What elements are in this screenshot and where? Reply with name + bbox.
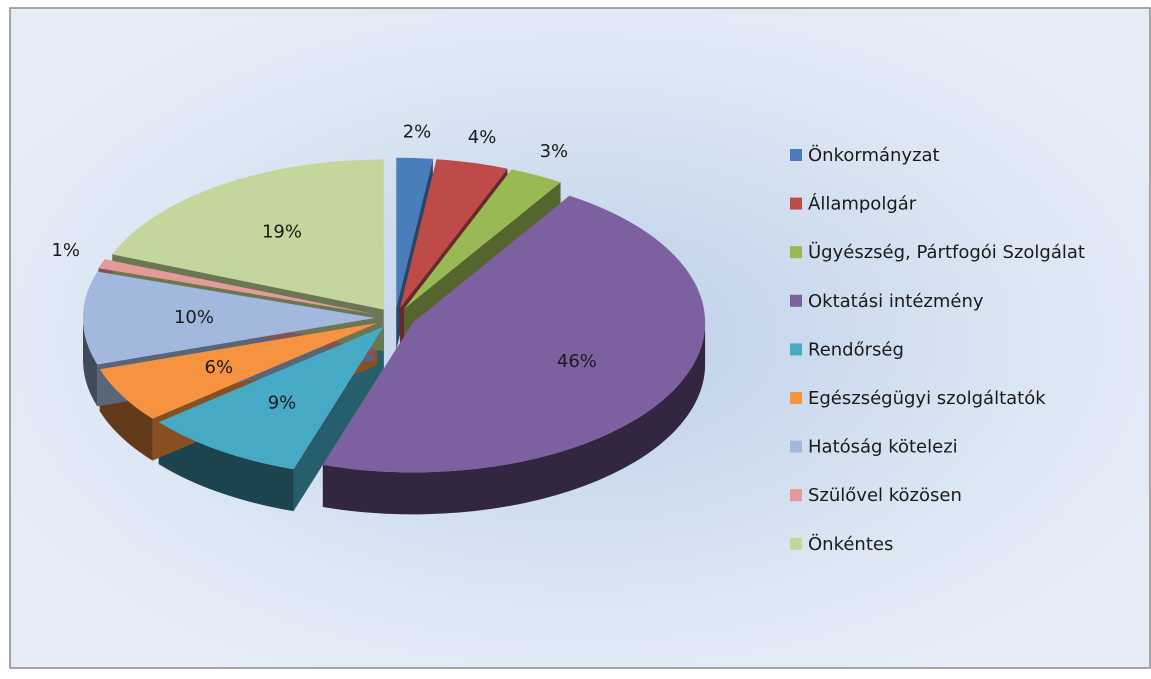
slice: [112, 159, 384, 310]
slice: [396, 157, 433, 308]
legend-label: Rendőrség: [808, 339, 904, 360]
slice-side: [158, 422, 294, 512]
legend-swatch: [790, 440, 802, 453]
legend-swatch: [790, 294, 802, 307]
legend-label: Szülővel közösen: [808, 485, 962, 506]
legend-label: Hatóság kötelezi: [808, 437, 958, 458]
legend-label: Önkormányzat: [808, 144, 940, 166]
data-label: 2%: [403, 122, 432, 143]
slice: [322, 195, 706, 473]
legend-swatch: [790, 489, 802, 502]
data-label: 46%: [557, 351, 597, 372]
legend-label: Egészségügyi szolgáltatók: [808, 388, 1046, 409]
slice: [404, 169, 561, 309]
data-label: 9%: [268, 392, 297, 413]
slice: [99, 322, 378, 419]
slice: [98, 259, 377, 315]
slice: [399, 159, 508, 309]
data-label: 1%: [51, 240, 80, 261]
data-label: 4%: [468, 127, 497, 148]
pie-tops: [83, 157, 706, 473]
data-labels: 2% 4% 3% 46% 9% 6% 10% 1% 19%: [51, 122, 596, 414]
legend-swatch: [790, 537, 802, 550]
legend-label: Állampolgár: [808, 193, 917, 215]
legend-swatch: [790, 149, 802, 161]
data-label: 10%: [174, 307, 214, 328]
legend-swatch: [790, 343, 802, 356]
legend-swatch: [790, 246, 802, 259]
slice-side: [83, 318, 98, 407]
data-label: 19%: [262, 222, 302, 243]
legend: Önkormányzat Állampolgár Ügyészség, Pártfo…: [790, 144, 1085, 555]
slice: [83, 271, 375, 365]
slice: [158, 326, 384, 470]
legend-swatch: [790, 392, 802, 404]
slice-side: [322, 322, 706, 515]
legend-label: Önkéntes: [808, 533, 893, 555]
data-label: 3%: [540, 141, 569, 162]
legend-label: Ügyészség, Pártfogói Szolgálat: [808, 241, 1085, 263]
legend-swatch: [790, 197, 802, 210]
data-label: 6%: [205, 357, 234, 378]
legend-label: Oktatási intézmény: [808, 291, 984, 312]
